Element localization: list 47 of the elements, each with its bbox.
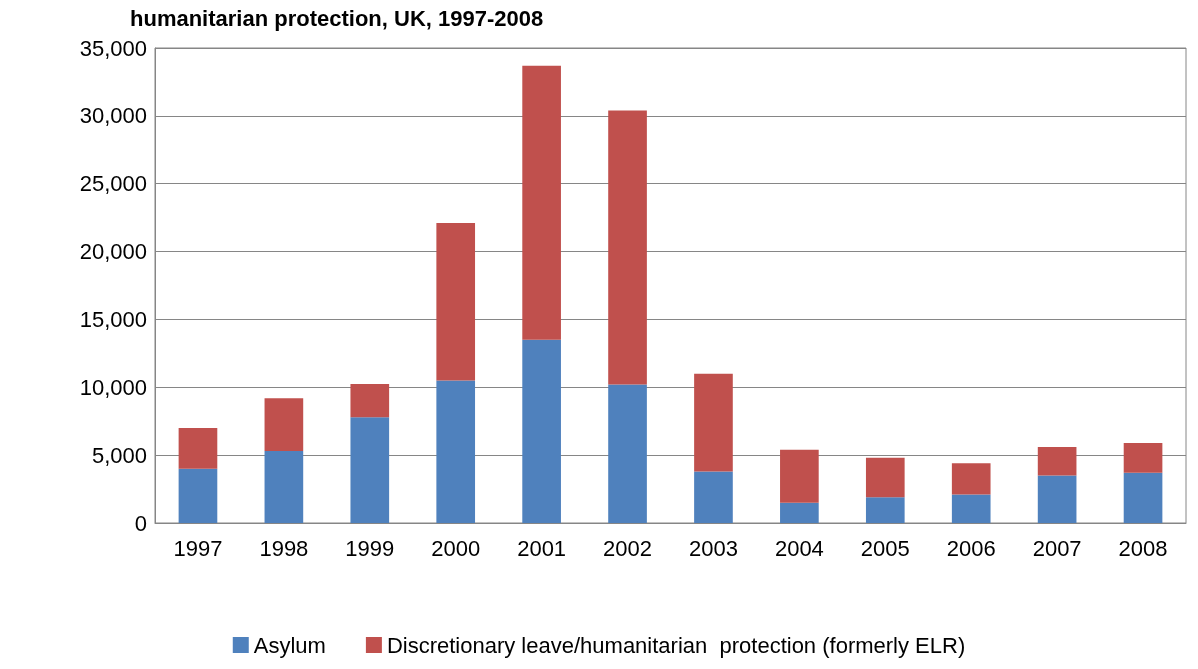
bar (350, 383, 390, 418)
x-tick-label: 2006 (946, 535, 996, 561)
x-tick-label: 1999 (345, 535, 395, 561)
legend-label: Discretionary leave/humanitarian protection (formerly ELR) (386, 632, 966, 658)
bar (522, 65, 561, 340)
x-tick-label: 2004 (774, 535, 824, 561)
chart-title: humanitarian protection, UK, 1997-2008 (130, 5, 544, 31)
bar (522, 339, 561, 523)
bar (865, 457, 905, 498)
bar (1037, 447, 1077, 476)
bar (694, 373, 733, 472)
bar (865, 497, 905, 523)
bar (951, 463, 991, 495)
y-tick-label: 35,000 (79, 35, 147, 61)
bar (951, 494, 991, 523)
bar (780, 449, 819, 503)
bar (178, 468, 218, 523)
x-tick-label: 1997 (173, 535, 223, 561)
x-tick-label: 2007 (1032, 535, 1082, 561)
bar (1123, 472, 1163, 523)
bar (1123, 442, 1163, 473)
bar (350, 417, 390, 523)
bar (436, 380, 476, 523)
y-tick-label: 15,000 (79, 306, 147, 332)
x-tick-label: 2003 (688, 535, 738, 561)
y-tick-label: 25,000 (79, 171, 147, 197)
x-tick-label: 2001 (517, 535, 567, 561)
bar (608, 110, 647, 385)
bar (436, 223, 476, 381)
y-tick-label: 20,000 (79, 239, 147, 265)
bar (694, 471, 733, 523)
y-tick-label: 10,000 (79, 374, 147, 400)
bar (264, 398, 304, 452)
bar (178, 428, 218, 469)
x-tick-label: 1998 (259, 535, 309, 561)
y-tick-label: 30,000 (79, 103, 147, 129)
x-tick-label: 2000 (431, 535, 481, 561)
y-tick-label: 0 (134, 510, 147, 536)
y-tick-label: 5,000 (91, 442, 147, 468)
bar (608, 384, 647, 523)
x-tick-label: 2005 (860, 535, 910, 561)
x-tick-label: 2002 (603, 535, 653, 561)
bar (780, 502, 819, 523)
x-tick-label: 2008 (1118, 535, 1168, 561)
legend-label: Asylum (253, 632, 326, 658)
bar (1037, 475, 1077, 523)
bar (264, 451, 304, 523)
